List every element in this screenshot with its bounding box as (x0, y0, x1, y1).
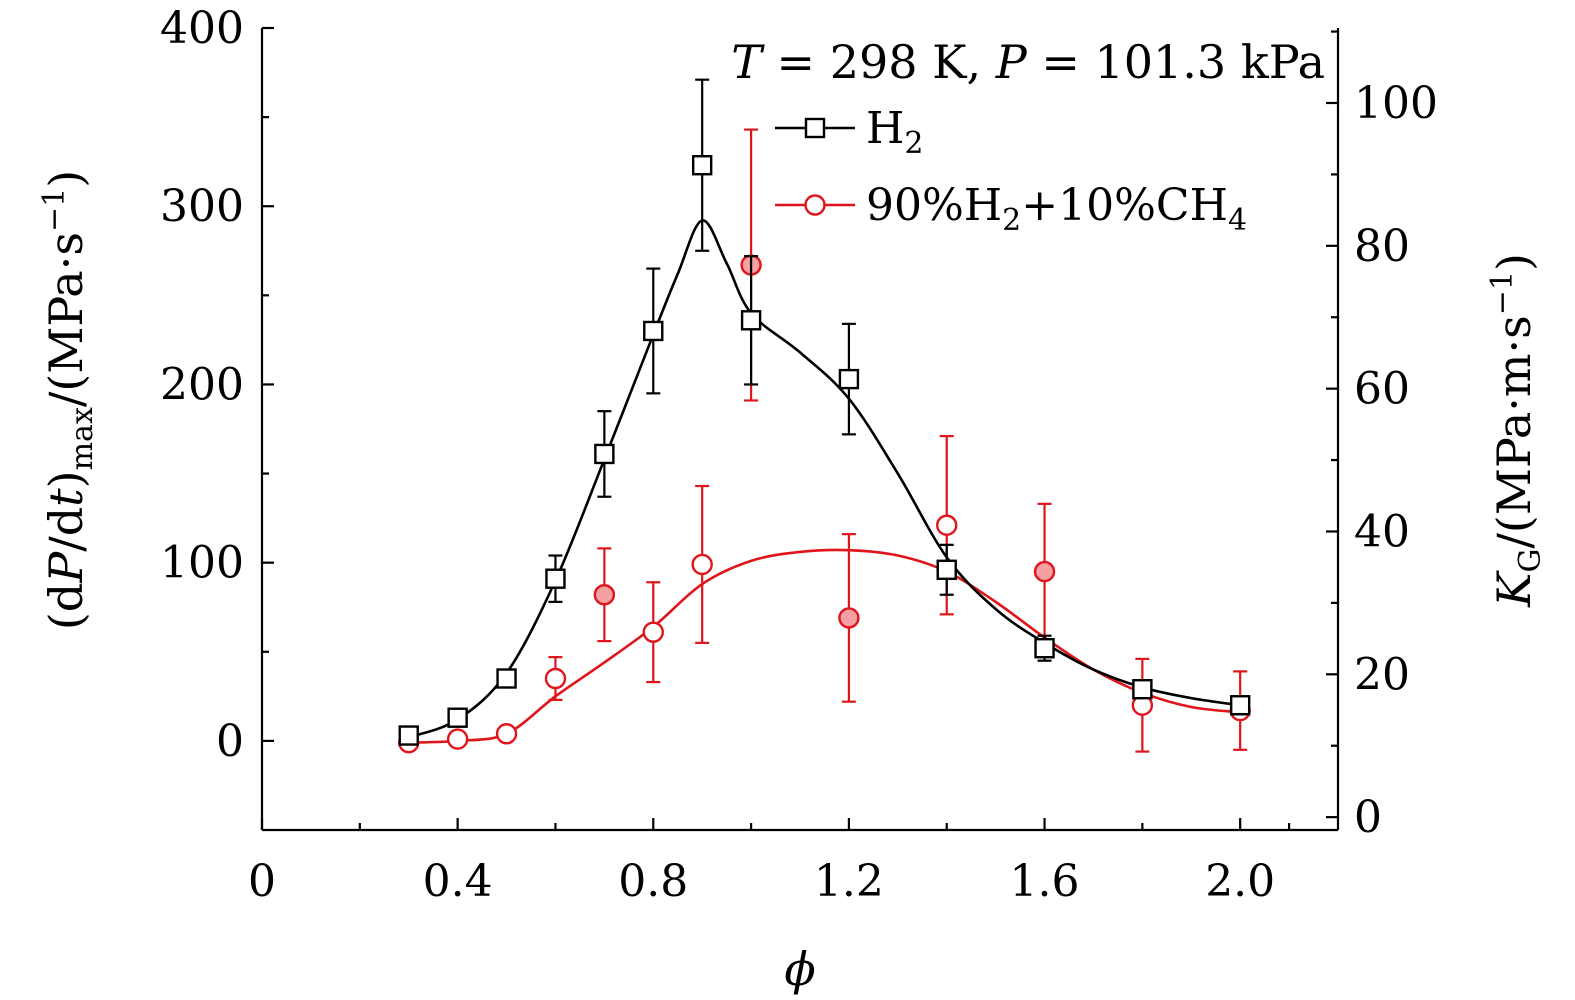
x-tick-label: 0.4 (423, 856, 493, 907)
x-tick-label: 0.8 (618, 856, 688, 907)
y2-tick-label: 40 (1354, 506, 1410, 557)
data-point (838, 607, 860, 629)
plot-area: 0 0.4 0.8 1.2 1.6 2.0 0 100 200 300 400 0 20 40 60 80 10… (37, 3, 1548, 996)
data-point (1033, 560, 1056, 583)
data-point (495, 723, 518, 745)
data-point (936, 514, 958, 536)
x-tick-label: 1.6 (1010, 856, 1080, 907)
fit-curve (408, 219, 1241, 739)
data-point (446, 728, 469, 750)
fit-curve (408, 548, 1241, 744)
series-h2 (398, 78, 1251, 746)
y-axis-title: (dP/dt)max/(MPa·s−1) (37, 170, 100, 630)
data-point (544, 667, 567, 690)
y2-tick-label: 60 (1354, 364, 1410, 415)
legend: H2 90%H2+10%CH4 (775, 103, 1247, 238)
y2-tick-label: 0 (1354, 792, 1382, 843)
y2-axis-title: KG/(MPa·m·s−1) (1485, 253, 1548, 608)
data-point (691, 553, 713, 576)
y-tick-label: 400 (160, 3, 244, 54)
legend-marker (804, 194, 826, 216)
data-point (545, 568, 566, 589)
data-point (594, 443, 615, 465)
x-tick-label: 1.2 (814, 856, 884, 907)
data-point (496, 668, 517, 689)
data-point (1229, 695, 1251, 716)
data-point (642, 621, 664, 643)
y2-tick-label: 20 (1354, 649, 1410, 700)
x-axis-title: ϕ (784, 942, 815, 996)
condition-annotation: T = 298 K, P = 101.3 kPa (731, 35, 1325, 89)
x-tick-label: 0 (248, 856, 276, 907)
data-point (447, 707, 468, 728)
data-point (643, 320, 664, 342)
y-tick-label: 100 (160, 538, 244, 589)
y-tick-label: 300 (160, 181, 244, 232)
y-tick-label: 200 (160, 359, 244, 410)
legend-marker (804, 117, 826, 139)
legend-label: H2 (866, 103, 923, 161)
data-point (593, 584, 616, 606)
data-point (1132, 679, 1153, 700)
data-point (740, 310, 762, 331)
data-point (936, 559, 957, 580)
x-tick-label: 2.0 (1205, 856, 1275, 907)
y2-tick-label: 100 (1354, 78, 1438, 129)
y-tick-label: 0 (216, 716, 244, 767)
legend-label: 90%H2+10%CH4 (866, 180, 1247, 238)
data-point (691, 155, 713, 176)
data-point (1034, 638, 1055, 659)
data-point (398, 725, 419, 746)
data-point (838, 368, 860, 390)
y2-tick-label: 80 (1354, 221, 1410, 272)
